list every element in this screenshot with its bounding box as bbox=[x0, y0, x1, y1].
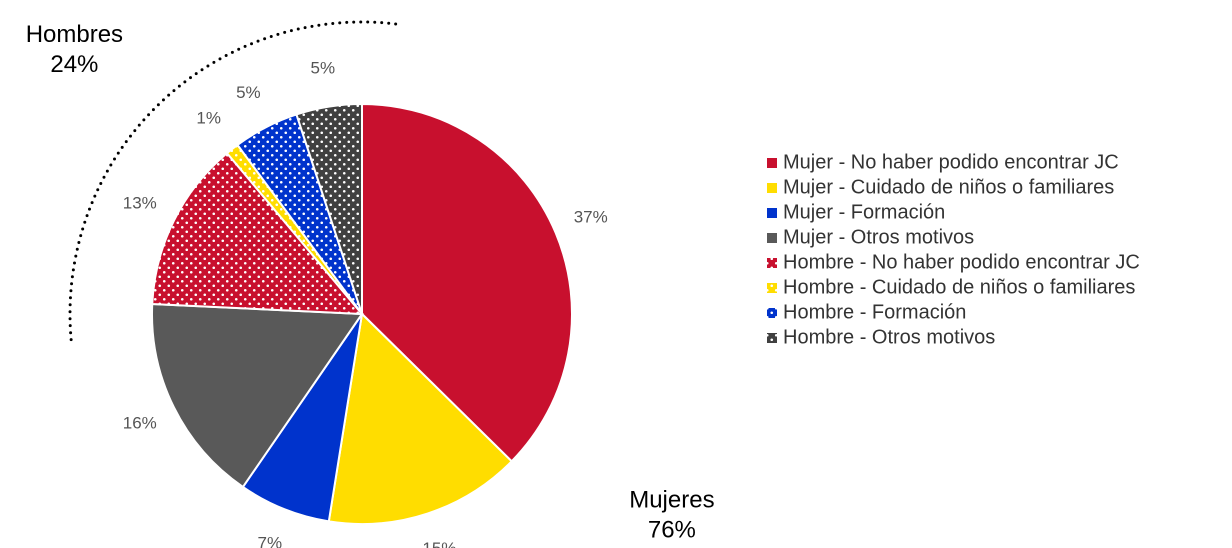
group-name: Mujeres bbox=[629, 487, 714, 514]
data-label: 37% bbox=[574, 208, 608, 227]
pie-slice bbox=[327, 311, 514, 525]
group-value: 76% bbox=[648, 517, 696, 544]
legend-label: Hombre - No haber podido encontrar JC bbox=[783, 251, 1140, 273]
legend-label: Hombre - Otros motivos bbox=[783, 326, 995, 348]
legend-marker bbox=[767, 333, 777, 343]
legend-marker bbox=[767, 158, 777, 168]
legend-label: Hombre - Formación bbox=[783, 301, 966, 323]
legend-label: Mujer - Cuidado de niños o familiares bbox=[783, 176, 1114, 198]
data-label: 13% bbox=[123, 193, 157, 212]
pie-slice bbox=[151, 302, 364, 489]
data-label: 15% bbox=[422, 539, 456, 548]
legend-label: Mujer - No haber podido encontrar JC bbox=[783, 151, 1119, 173]
legend-marker bbox=[767, 258, 777, 268]
legend-label: Hombre - Cuidado de niños o familiares bbox=[783, 276, 1135, 298]
pie-slice bbox=[151, 151, 365, 316]
legend-marker bbox=[767, 283, 777, 293]
group-value: 24% bbox=[50, 51, 98, 78]
group-name: Hombres bbox=[26, 21, 123, 48]
group-arc bbox=[68, 20, 399, 342]
legend-label: Mujer - Otros motivos bbox=[783, 226, 974, 248]
pie-slice bbox=[361, 102, 573, 463]
data-label: 7% bbox=[258, 534, 283, 548]
legend-marker bbox=[767, 183, 777, 193]
legend-marker bbox=[767, 233, 777, 243]
data-label: 5% bbox=[236, 83, 261, 102]
data-label: 5% bbox=[311, 59, 336, 78]
legend-label: Mujer - Formación bbox=[783, 201, 945, 223]
data-label: 1% bbox=[196, 109, 221, 128]
pie-slice bbox=[295, 102, 363, 315]
data-label: 16% bbox=[123, 414, 157, 433]
legend-marker bbox=[767, 308, 777, 318]
legend-marker bbox=[767, 208, 777, 218]
